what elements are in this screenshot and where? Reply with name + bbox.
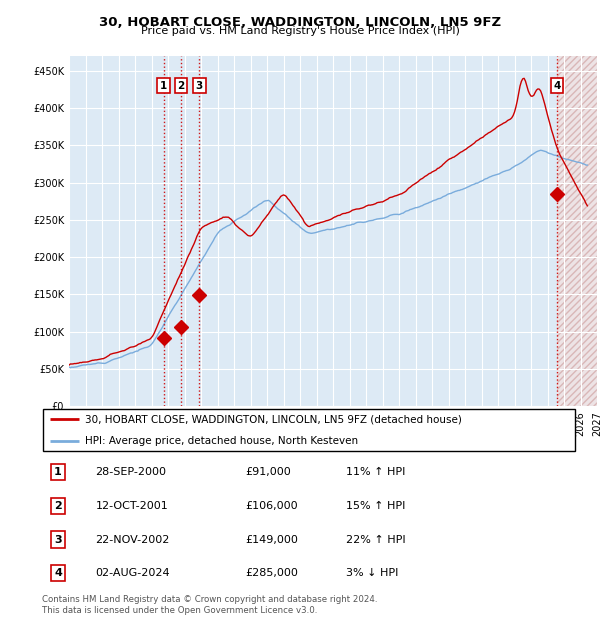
FancyBboxPatch shape [43,409,575,451]
Text: 02-AUG-2024: 02-AUG-2024 [95,569,170,578]
Text: £149,000: £149,000 [245,534,298,544]
Text: 1: 1 [160,81,167,91]
Text: 3% ↓ HPI: 3% ↓ HPI [346,569,399,578]
Text: Contains HM Land Registry data © Crown copyright and database right 2024.
This d: Contains HM Land Registry data © Crown c… [42,595,377,614]
Text: 12-OCT-2001: 12-OCT-2001 [95,501,168,511]
Text: HPI: Average price, detached house, North Kesteven: HPI: Average price, detached house, Nort… [85,436,358,446]
Text: 22% ↑ HPI: 22% ↑ HPI [346,534,406,544]
Text: 11% ↑ HPI: 11% ↑ HPI [346,467,406,477]
Text: Price paid vs. HM Land Registry's House Price Index (HPI): Price paid vs. HM Land Registry's House … [140,26,460,36]
Text: 4: 4 [54,569,62,578]
Polygon shape [557,56,597,406]
Text: 30, HOBART CLOSE, WADDINGTON, LINCOLN, LN5 9FZ (detached house): 30, HOBART CLOSE, WADDINGTON, LINCOLN, L… [85,414,461,424]
Text: 3: 3 [196,81,203,91]
Text: 28-SEP-2000: 28-SEP-2000 [95,467,166,477]
Text: 15% ↑ HPI: 15% ↑ HPI [346,501,406,511]
Text: £106,000: £106,000 [245,501,298,511]
Text: £91,000: £91,000 [245,467,290,477]
Text: 30, HOBART CLOSE, WADDINGTON, LINCOLN, LN5 9FZ: 30, HOBART CLOSE, WADDINGTON, LINCOLN, L… [99,16,501,29]
Text: 1: 1 [54,467,62,477]
Text: 2: 2 [54,501,62,511]
Text: 4: 4 [553,81,561,91]
Text: 2: 2 [177,81,184,91]
Text: 3: 3 [54,534,62,544]
Text: 22-NOV-2002: 22-NOV-2002 [95,534,170,544]
Text: £285,000: £285,000 [245,569,298,578]
